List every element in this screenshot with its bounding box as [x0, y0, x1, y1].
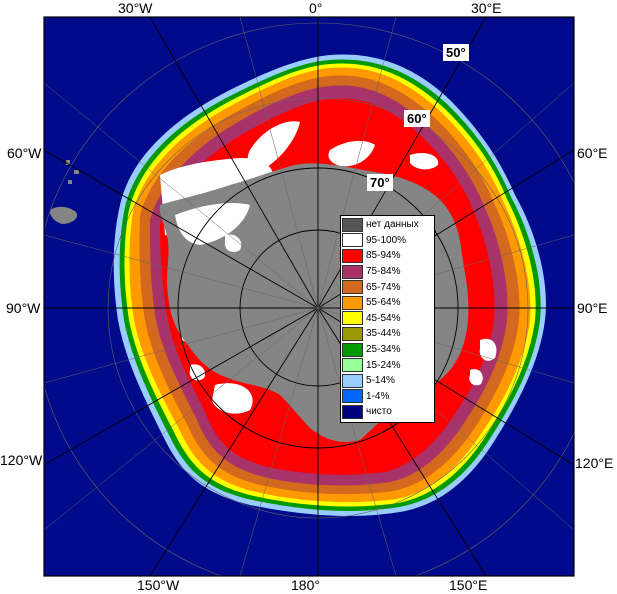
legend-label: 5-14%	[366, 375, 395, 387]
lon-label-30w-top: 30°W	[118, 0, 153, 16]
legend-label: 85-94%	[366, 250, 401, 262]
legend-label: чисто	[366, 406, 392, 418]
legend-swatch	[342, 233, 363, 248]
legend-swatch	[342, 295, 363, 310]
legend-item: 75-84%	[341, 264, 434, 280]
lat-label-50: 50°	[443, 44, 469, 61]
legend-label: 1-4%	[366, 390, 390, 402]
legend-item: чисто	[341, 404, 434, 420]
legend-item: 15-24%	[341, 357, 434, 373]
legend-label: 45-54%	[366, 312, 401, 324]
legend-item: 95-100%	[341, 233, 434, 249]
legend-item: 35-44%	[341, 326, 434, 342]
legend-swatch	[342, 280, 363, 295]
legend-item: 45-54%	[341, 311, 434, 327]
concentration-legend: нет данных 95-100% 85-94% 75-84% 65-74% 55-64…	[340, 215, 435, 423]
legend-item: 85-94%	[341, 248, 434, 264]
legend-item: нет данных	[341, 217, 434, 233]
legend-label: 65-74%	[366, 281, 401, 293]
legend-swatch	[342, 311, 363, 326]
legend-item: 65-74%	[341, 279, 434, 295]
legend-label: 35-44%	[366, 328, 401, 340]
legend-item: 5-14%	[341, 373, 434, 389]
legend-label: 25-34%	[366, 344, 401, 356]
land-fragments	[49, 160, 79, 224]
legend-label: 75-84%	[366, 266, 401, 278]
lon-label-60w: 60°W	[7, 145, 42, 161]
legend-label: 95-100%	[366, 234, 407, 246]
legend-swatch	[342, 264, 363, 279]
lon-label-180: 180°	[291, 577, 320, 593]
legend-swatch	[342, 404, 363, 419]
legend-swatch	[342, 217, 363, 232]
legend-label: 55-64%	[366, 297, 401, 309]
lon-label-150w: 150°W	[137, 577, 180, 593]
legend-swatch	[342, 373, 363, 388]
legend-swatch	[342, 358, 363, 373]
lon-label-150e: 150°E	[449, 577, 488, 593]
lon-label-120w: 120°W	[0, 452, 43, 468]
map-frame	[43, 16, 575, 577]
legend-item: 1-4%	[341, 389, 434, 405]
lon-label-90w: 90°W	[6, 300, 41, 316]
lon-label-0: 0°	[309, 0, 323, 16]
legend-label: нет данных	[366, 219, 419, 231]
legend-label: 15-24%	[366, 359, 401, 371]
legend-swatch	[342, 389, 363, 404]
lon-label-120e: 120°E	[575, 455, 614, 471]
lon-label-90e: 90°E	[577, 300, 608, 316]
lat-label-60: 60°	[404, 110, 430, 127]
lon-label-60e: 60°E	[577, 145, 608, 161]
legend-swatch	[342, 342, 363, 357]
legend-item: 55-64%	[341, 295, 434, 311]
lat-label-70: 70°	[367, 174, 393, 191]
legend-item: 25-34%	[341, 342, 434, 358]
lon-label-30e-top: 30°E	[471, 0, 502, 16]
legend-swatch	[342, 326, 363, 341]
ice-shelf-patches	[175, 203, 250, 253]
legend-swatch	[342, 248, 363, 263]
